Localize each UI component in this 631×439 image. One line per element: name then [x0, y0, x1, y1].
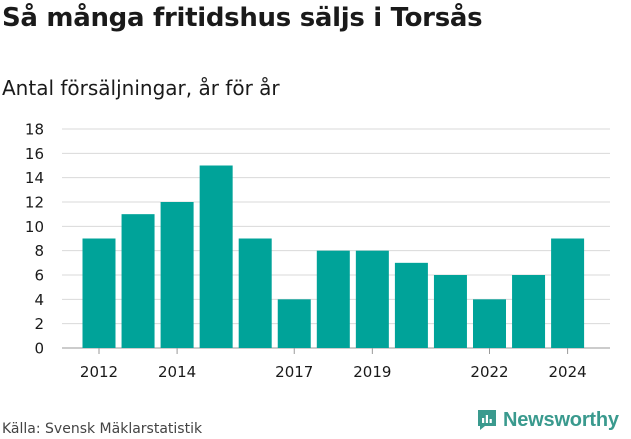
x-tick-label: 2012	[80, 363, 118, 381]
bar	[121, 214, 155, 348]
bar	[316, 250, 350, 348]
bar	[238, 238, 272, 348]
y-tick-label: 8	[34, 242, 44, 260]
y-tick-label: 10	[25, 218, 44, 236]
bar	[355, 250, 389, 348]
bar	[551, 238, 585, 348]
bar	[512, 275, 546, 348]
y-tick-label: 16	[25, 145, 44, 163]
x-axis-ticks: 2012 2014 2017 2019 2022 2024	[80, 348, 587, 381]
chart-subtitle: Antal försäljningar, år för år	[2, 76, 280, 100]
y-tick-label: 12	[25, 194, 44, 212]
y-axis-ticks: 0 2 4 6 8 10 12 14 16 18	[25, 121, 44, 358]
bars	[82, 165, 585, 348]
y-tick-label: 2	[34, 315, 44, 333]
bar	[82, 238, 116, 348]
bar	[394, 262, 428, 348]
x-tick-label: 2024	[549, 363, 587, 381]
brand-name: Newsworthy	[503, 408, 619, 431]
bar	[277, 299, 311, 348]
brand-logo[interactable]: Newsworthy	[476, 408, 619, 432]
y-tick-label: 4	[34, 291, 44, 309]
y-tick-label: 0	[34, 340, 44, 358]
y-tick-label: 18	[25, 121, 44, 139]
bar	[473, 299, 506, 348]
x-tick-label: 2017	[275, 363, 313, 381]
chart-title: Så många fritidshus säljs i Torsås	[2, 3, 483, 33]
y-tick-label: 6	[34, 267, 44, 285]
bar	[433, 275, 467, 348]
bar	[199, 165, 233, 348]
x-tick-label: 2014	[158, 363, 196, 381]
y-tick-label: 14	[25, 169, 44, 187]
bar	[160, 202, 194, 348]
x-tick-label: 2022	[470, 363, 508, 381]
x-tick-label: 2019	[353, 363, 391, 381]
newsworthy-logo-icon	[478, 410, 496, 430]
source-note: Källa: Svensk Mäklarstatistik	[2, 421, 203, 437]
